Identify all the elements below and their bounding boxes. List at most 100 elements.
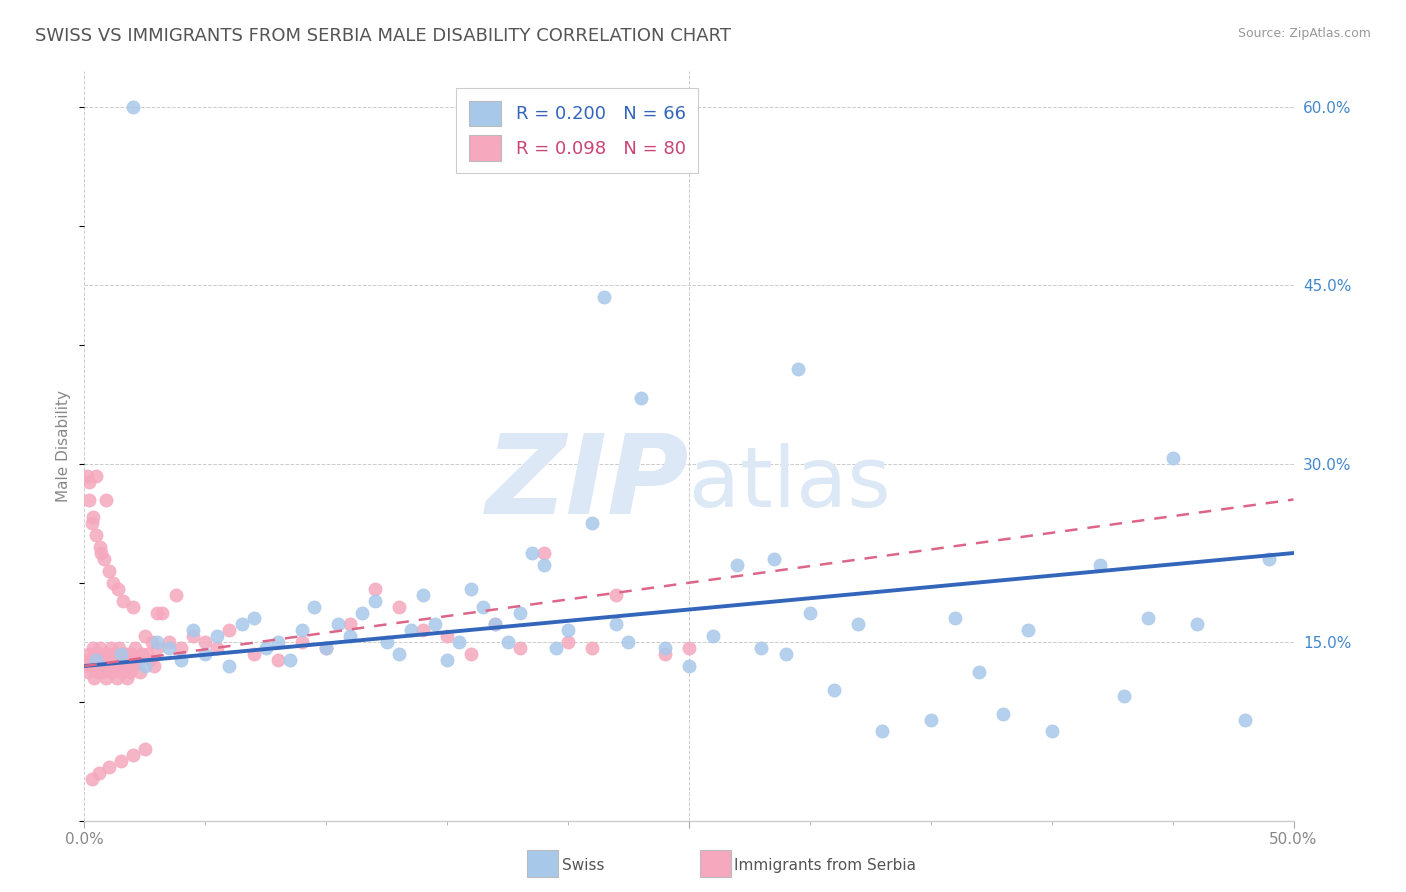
Point: [96, 653, 118, 667]
Point: [98, 659, 121, 673]
Point: [136, 647, 159, 661]
Point: [581, 516, 603, 531]
Point: [94, 671, 117, 685]
Point: [120, 665, 142, 679]
Point: [702, 629, 724, 643]
Point: [605, 588, 627, 602]
Point: [533, 558, 555, 572]
Point: [77, 475, 100, 489]
Point: [97, 760, 120, 774]
Point: [134, 629, 156, 643]
Point: [143, 659, 166, 673]
Point: [267, 635, 290, 649]
Point: [399, 624, 422, 638]
Point: [111, 665, 134, 679]
Point: [79, 653, 101, 667]
Point: [93, 552, 115, 566]
Point: [141, 635, 163, 649]
Point: [121, 748, 143, 763]
Point: [1161, 450, 1184, 465]
Point: [94, 492, 117, 507]
Point: [118, 653, 141, 667]
Point: [90, 659, 112, 673]
Point: [872, 724, 894, 739]
Point: [302, 599, 325, 614]
Point: [496, 635, 519, 649]
Point: [460, 647, 482, 661]
Point: [131, 647, 153, 661]
Point: [107, 653, 129, 667]
Point: [104, 653, 127, 667]
Point: [207, 641, 229, 656]
Point: [423, 617, 446, 632]
Point: [291, 624, 314, 638]
Text: ZIP: ZIP: [485, 430, 689, 537]
Point: [103, 575, 125, 590]
Point: [170, 641, 193, 656]
Point: [124, 641, 146, 656]
Legend: R = 0.200   N = 66, R = 0.098   N = 80: R = 0.200 N = 66, R = 0.098 N = 80: [456, 88, 699, 173]
Point: [121, 659, 143, 673]
Point: [76, 468, 98, 483]
Point: [150, 606, 173, 620]
Point: [110, 659, 132, 673]
Point: [110, 754, 132, 768]
Point: [107, 582, 129, 596]
Point: [84, 653, 107, 667]
Point: [339, 617, 361, 632]
Point: [218, 624, 240, 638]
Point: [678, 641, 700, 656]
Point: [617, 635, 640, 649]
Point: [436, 653, 458, 667]
Point: [557, 635, 579, 649]
Point: [93, 653, 115, 667]
Point: [89, 540, 111, 554]
Point: [315, 641, 337, 656]
Point: [134, 742, 156, 756]
Point: [1017, 624, 1039, 638]
Point: [352, 606, 374, 620]
Point: [121, 647, 143, 661]
Point: [80, 516, 103, 531]
Point: [557, 624, 579, 638]
Point: [108, 641, 131, 656]
Point: [170, 653, 193, 667]
Text: atlas: atlas: [689, 443, 890, 524]
Point: [412, 588, 434, 602]
Point: [97, 647, 120, 661]
Point: [436, 629, 458, 643]
Point: [1258, 552, 1281, 566]
Point: [1185, 617, 1208, 632]
Point: [328, 617, 350, 632]
Point: [86, 665, 108, 679]
Point: [194, 635, 217, 649]
Point: [786, 361, 808, 376]
Point: [114, 653, 136, 667]
Point: [363, 593, 385, 607]
Point: [678, 659, 700, 673]
Point: [993, 706, 1015, 721]
Point: [104, 647, 127, 661]
Text: Immigrants from Serbia: Immigrants from Serbia: [734, 858, 915, 872]
Point: [315, 641, 337, 656]
Point: [242, 611, 264, 625]
Point: [101, 665, 124, 679]
Point: [115, 671, 138, 685]
Point: [91, 665, 114, 679]
Point: [82, 510, 104, 524]
Point: [472, 599, 495, 614]
Point: [83, 671, 105, 685]
Point: [105, 671, 128, 685]
Point: [121, 599, 143, 614]
Point: [460, 582, 482, 596]
Point: [654, 641, 676, 656]
Point: [509, 641, 531, 656]
Point: [87, 766, 110, 780]
Point: [218, 659, 240, 673]
Point: [920, 713, 942, 727]
Point: [157, 635, 180, 649]
Point: [823, 682, 845, 697]
Point: [194, 647, 217, 661]
Point: [181, 624, 204, 638]
Point: [1114, 689, 1136, 703]
